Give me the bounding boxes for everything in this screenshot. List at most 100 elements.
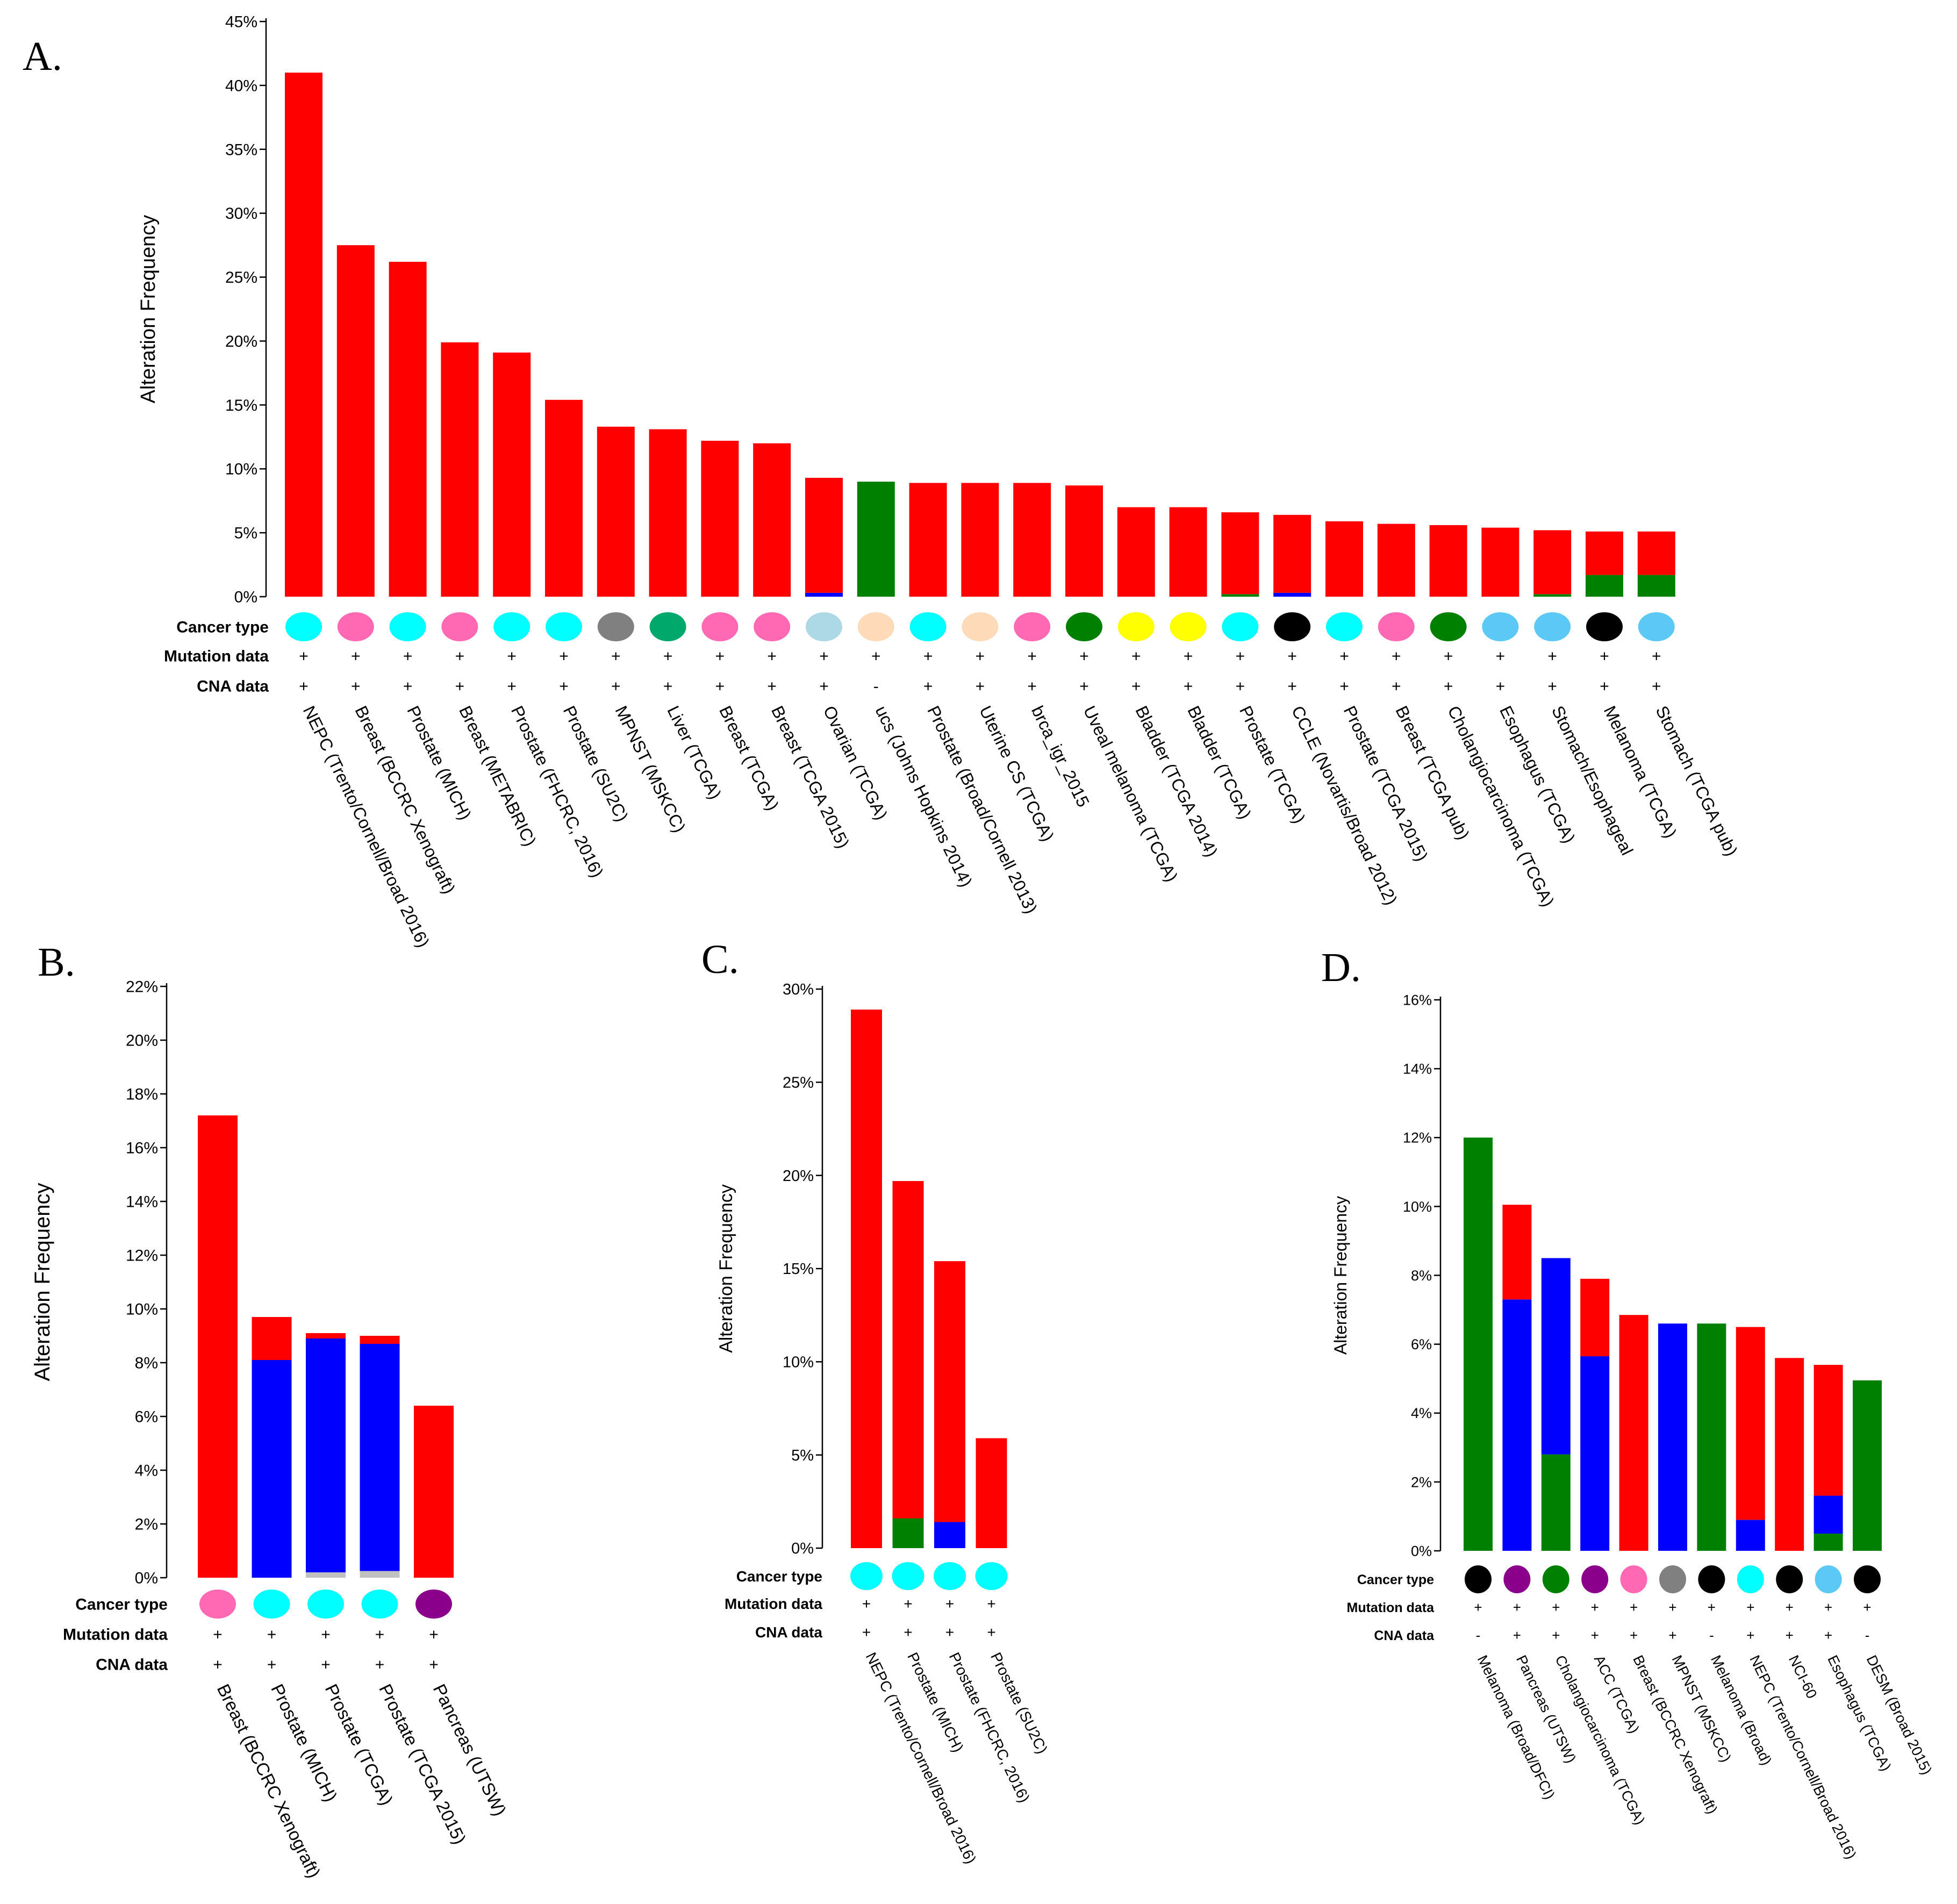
cancer-type-dot — [1620, 1565, 1647, 1593]
panel-letter-b: B. — [38, 940, 75, 985]
y-tick-label: 15% — [783, 1261, 814, 1278]
cancer-type-dot — [1326, 612, 1363, 641]
cna-data-mark: + — [1786, 1627, 1794, 1643]
bar-deletion — [1273, 592, 1311, 597]
panel-letter-c: C. — [701, 937, 739, 982]
cancer-type-dot — [934, 1562, 966, 1590]
panel-letter-a: A. — [23, 34, 62, 79]
y-tick-label: 4% — [1411, 1405, 1432, 1421]
cancer-type-dot — [597, 612, 634, 641]
bar-amplification — [961, 483, 999, 597]
row-label: Mutation data — [725, 1595, 822, 1612]
mutation-data-mark: + — [507, 648, 517, 665]
category-label: Breast (BCCRC Xenograft) — [352, 703, 460, 897]
cna-data-mark: + — [403, 678, 413, 696]
mutation-data-mark: + — [1746, 1599, 1754, 1615]
bar-amplification — [1637, 531, 1675, 575]
bar-amplification — [909, 483, 947, 597]
mutation-data-mark: + — [267, 1626, 277, 1644]
mutation-data-mark: + — [403, 648, 413, 665]
cna-data-mark: + — [1444, 678, 1453, 696]
bar-amplification — [1169, 507, 1207, 597]
cancer-type-dot — [701, 612, 739, 641]
y-tick-label: 0% — [1411, 1543, 1432, 1559]
category-label: Breast (BCCRC Xenograft) — [213, 1681, 325, 1881]
y-axis-label: Alteration Frequency — [1331, 1196, 1350, 1355]
mutation-data-mark: + — [1600, 648, 1609, 665]
bar-mutation — [1697, 1323, 1726, 1551]
bar-amplification — [1065, 485, 1103, 597]
cancer-type-dot — [1534, 612, 1571, 641]
cancer-type-dot — [1117, 612, 1155, 641]
category-label: NCI-60 — [1786, 1652, 1820, 1701]
cancer-type-dot — [1737, 1565, 1764, 1593]
cna-data-mark: + — [767, 678, 777, 696]
y-tick-label: 14% — [1403, 1061, 1432, 1077]
bar-amplification — [649, 429, 687, 597]
bar-amplification — [545, 399, 583, 597]
bar-mutation — [1813, 1533, 1843, 1551]
bar-amplification — [1117, 507, 1155, 597]
y-tick-label: 10% — [225, 461, 257, 478]
y-tick-label: 40% — [225, 77, 257, 95]
cna-data-mark: + — [1339, 678, 1349, 696]
mutation-data-mark: + — [1339, 648, 1349, 665]
cancer-type-dot — [1659, 1565, 1686, 1593]
mutation-data-mark: + — [611, 648, 621, 665]
cna-data-mark: + — [455, 678, 465, 696]
bar-deletion — [306, 1338, 346, 1572]
y-tick-label: 20% — [783, 1168, 814, 1185]
mutation-data-mark: + — [1287, 648, 1297, 665]
cna-data-mark: + — [1600, 678, 1609, 696]
cna-data-mark: + — [507, 678, 517, 696]
y-tick-label: 2% — [135, 1516, 158, 1534]
cancer-type-dot — [1854, 1565, 1881, 1593]
cna-data-mark: + — [976, 678, 985, 696]
bar-amplification — [1221, 512, 1259, 595]
mutation-data-mark: + — [559, 648, 569, 665]
cna-data-mark: + — [1552, 1627, 1560, 1643]
bar-amplification — [1736, 1327, 1765, 1520]
cancer-type-dot — [1698, 1565, 1725, 1593]
mutation-data-mark: + — [1496, 648, 1506, 665]
bar-amplification — [1619, 1315, 1648, 1551]
bar-amplification — [389, 262, 427, 597]
bar-amplification — [1813, 1365, 1843, 1496]
bar-amplification — [360, 1336, 400, 1344]
cancer-type-dot — [389, 612, 426, 641]
bar-deletion — [1541, 1258, 1571, 1455]
mutation-data-mark: + — [351, 648, 361, 665]
cancer-type-dot — [1378, 612, 1415, 641]
bar-amplification — [1325, 521, 1363, 597]
row-label: CNA data — [1374, 1628, 1435, 1643]
cancer-type-dot — [909, 612, 947, 641]
bar-amplification — [198, 1115, 238, 1578]
cna-data-mark: + — [819, 678, 829, 696]
cancer-type-dot — [546, 612, 582, 641]
mutation-data-mark: + — [904, 1595, 912, 1612]
cancer-type-dot — [1638, 612, 1675, 641]
mutation-data-mark: + — [862, 1595, 871, 1612]
cancer-type-dot — [1066, 612, 1102, 641]
bar-amplification — [851, 1010, 882, 1548]
bar-deletion — [1502, 1299, 1532, 1551]
y-tick-label: 22% — [126, 978, 158, 996]
y-tick-label: 12% — [126, 1247, 158, 1265]
mutation-data-mark: + — [1474, 1599, 1482, 1615]
y-tick-label: 10% — [126, 1301, 158, 1319]
cna-data-mark: + — [987, 1624, 995, 1641]
bar-multiple — [306, 1572, 346, 1578]
row-label: Cancer type — [75, 1596, 168, 1614]
cancer-type-dot — [1430, 612, 1467, 641]
mutation-data-mark: + — [1863, 1599, 1871, 1615]
cancer-type-dot — [415, 1590, 452, 1619]
cancer-type-dot — [1586, 612, 1623, 641]
bar-amplification — [1502, 1205, 1532, 1300]
mutation-data-mark: + — [213, 1626, 223, 1644]
cna-data-mark: + — [1287, 678, 1297, 696]
mutation-data-mark: + — [1027, 648, 1037, 665]
cna-data-mark: + — [321, 1656, 331, 1674]
cancer-type-dot — [493, 612, 531, 641]
y-tick-label: 2% — [1411, 1474, 1432, 1490]
cna-data-mark: + — [663, 678, 673, 696]
